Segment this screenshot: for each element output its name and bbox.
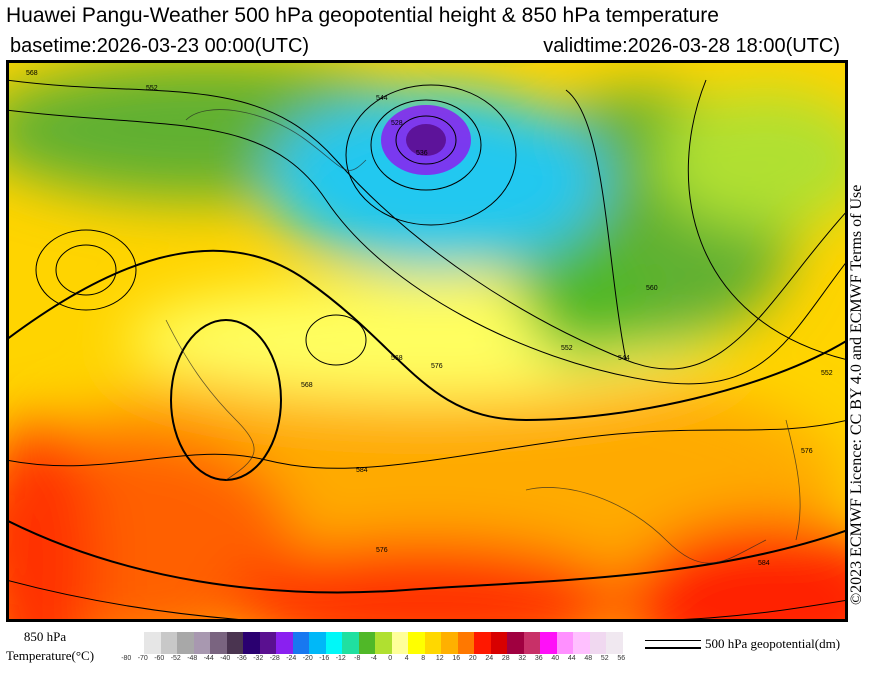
- colorbar-tick: -44: [203, 655, 214, 662]
- colorbar-segment: [375, 632, 392, 654]
- svg-text:544: 544: [376, 95, 388, 102]
- colorbar-tick: 44: [567, 655, 576, 662]
- svg-text:552: 552: [561, 345, 573, 352]
- licence-text: ©2023 ECMWF Licence: CC BY 4.0 and ECMWF…: [848, 184, 865, 605]
- colorbar-tick: 8: [421, 655, 426, 662]
- colorbar-segment: [358, 632, 375, 654]
- svg-text:576: 576: [801, 448, 813, 455]
- colorbar-segment: [408, 632, 425, 654]
- colorbar-tick: 28: [501, 655, 510, 662]
- colorbar-tick: -52: [170, 655, 181, 662]
- colorbar-segment: [210, 632, 227, 654]
- geopotential-contours: [8, 79, 846, 620]
- colorbar-tick: 4: [404, 655, 409, 662]
- colorbar-segment: [160, 632, 177, 654]
- colorbar-segment: [540, 632, 557, 654]
- colorbar-tick: -4: [370, 655, 377, 662]
- colorbar-segment: [259, 632, 276, 654]
- legend-label-line2: Temperature(°C): [6, 648, 95, 663]
- colorbar-segment: [474, 632, 491, 654]
- colorbar-ticks: -80 -70 -60 -52 -48 -44 -40 -36 -32 -28 -24 -20 -16-…: [118, 655, 630, 662]
- colorbar-tick: -36: [236, 655, 247, 662]
- svg-text:528: 528: [391, 120, 403, 127]
- colorbar-tick: 36: [534, 655, 543, 662]
- colorbar-segment: [441, 632, 458, 654]
- colorbar-segment: [309, 632, 326, 654]
- colorbar-tick: -16: [319, 655, 330, 662]
- svg-text:568: 568: [391, 355, 403, 362]
- svg-text:544: 544: [618, 355, 630, 362]
- colorbar-tick: 40: [551, 655, 560, 662]
- temperature-colorbar: [144, 632, 623, 654]
- validtime: validtime:2026-03-28 18:00(UTC): [543, 35, 840, 57]
- colorbar-tick: 52: [600, 655, 609, 662]
- colorbar-segment: [276, 632, 293, 654]
- colorbar-segment: [457, 632, 474, 654]
- svg-text:536: 536: [416, 150, 428, 157]
- contour-labels: 568 552 544 528 536 552 568 576 584 576 …: [26, 70, 833, 567]
- colorbar-tick: -12: [335, 655, 346, 662]
- colorbar-tick: -20: [302, 655, 313, 662]
- colorbar-segment: [325, 632, 342, 654]
- legend-label-line1: 850 hPa: [23, 629, 67, 644]
- geopotential-legend: 500 hPa geopotential(dm): [645, 636, 840, 652]
- temperature-legend-label: 850 hPa Temperature(°C): [6, 627, 95, 665]
- colorbar-segment: [292, 632, 309, 654]
- svg-text:568: 568: [301, 382, 313, 389]
- colorbar-tick: -28: [269, 655, 280, 662]
- colorbar-segment: [523, 632, 540, 654]
- colorbar-tick: 16: [452, 655, 461, 662]
- colorbar-tick: 20: [468, 655, 477, 662]
- colorbar-tick: 56: [617, 655, 626, 662]
- colorbar-tick: 12: [435, 655, 444, 662]
- colorbar-segment: [424, 632, 441, 654]
- colorbar-tick: -60: [154, 655, 165, 662]
- colorbar-tick: 24: [485, 655, 494, 662]
- colorbar-segment: [589, 632, 606, 654]
- colorbar-tick: 32: [518, 655, 527, 662]
- colorbar-segment: [606, 632, 623, 654]
- colorbar-tick: -48: [187, 655, 198, 662]
- svg-text:552: 552: [146, 85, 158, 92]
- colorbar-segment: [490, 632, 507, 654]
- colorbar-segment: [391, 632, 408, 654]
- colorbar-segment: [556, 632, 573, 654]
- colorbar-tick: 0: [388, 655, 393, 662]
- colorbar-segment: [342, 632, 359, 654]
- contour-line-sample: [645, 639, 701, 649]
- svg-text:576: 576: [376, 547, 388, 554]
- colorbar-tick: -70: [137, 655, 148, 662]
- chart-title: Huawei Pangu-Weather 500 hPa geopotentia…: [6, 4, 719, 27]
- svg-text:584: 584: [356, 467, 368, 474]
- svg-text:568: 568: [26, 70, 38, 77]
- basetime: basetime:2026-03-23 00:00(UTC): [10, 35, 310, 57]
- coastlines: [165, 109, 801, 564]
- colorbar-segment: [243, 632, 260, 654]
- colorbar-tick: -80: [121, 655, 132, 662]
- svg-text:552: 552: [821, 370, 833, 377]
- colorbar-segment: [144, 632, 161, 654]
- colorbar-tick: 48: [584, 655, 593, 662]
- colorbar-segment: [193, 632, 210, 654]
- colorbar-tick: -8: [354, 655, 361, 662]
- svg-text:584: 584: [758, 560, 770, 567]
- geopotential-label: 500 hPa geopotential(dm): [705, 636, 841, 651]
- temperature-field: [8, 62, 846, 620]
- colorbar-segment: [507, 632, 524, 654]
- colorbar-tick: -32: [253, 655, 264, 662]
- colorbar-segment: [177, 632, 194, 654]
- svg-text:576: 576: [431, 363, 443, 370]
- colorbar-segment: [573, 632, 590, 654]
- weather-map: 568 552 544 528 536 552 568 576 584 576 …: [6, 60, 848, 622]
- colorbar-tick: -24: [286, 655, 297, 662]
- colorbar-tick: -40: [220, 655, 231, 662]
- svg-text:560: 560: [646, 285, 658, 292]
- colorbar-segment: [226, 632, 243, 654]
